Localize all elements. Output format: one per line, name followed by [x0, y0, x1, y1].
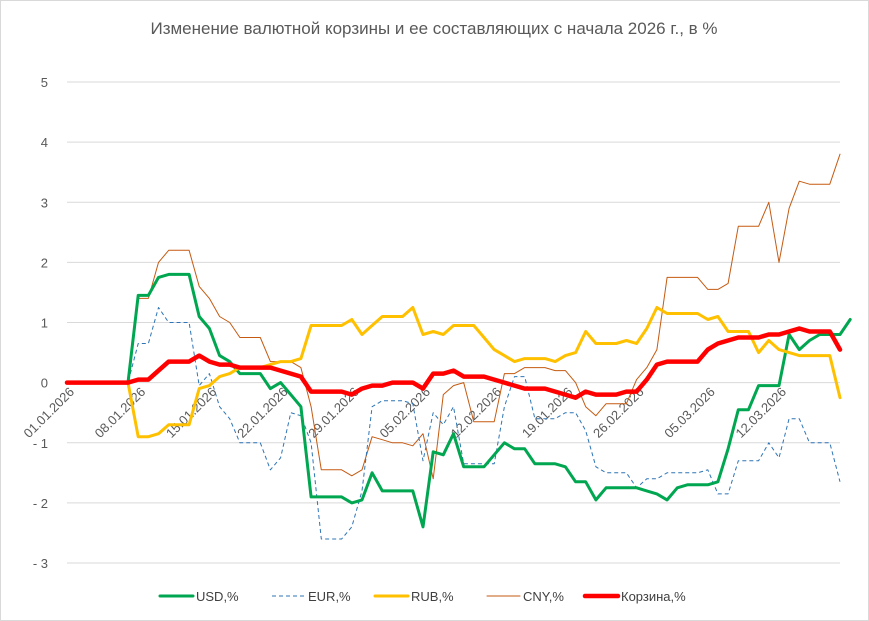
- x-tick-label: 01.01.2026: [20, 384, 77, 441]
- x-tick-label: 08.01.2026: [92, 384, 149, 441]
- y-tick-label: - 2: [33, 496, 48, 511]
- y-tick-label: - 1: [33, 436, 48, 451]
- chart-title: Изменение валютной корзины и ее составля…: [150, 19, 717, 38]
- series-line-0: [66, 153, 841, 480]
- x-tick-label: 05.03.2026: [661, 384, 718, 441]
- series-line-3: [65, 306, 842, 439]
- series-line-2: [65, 272, 852, 529]
- y-axis-tick-labels: 5 4 3 2 1 0 - 1 - 2 - 3: [33, 75, 48, 571]
- x-axis-tick-labels: 01.01.2026 08.01.2026 15.01.2026 22.01.2026…: [20, 384, 789, 441]
- series-lines: [64, 153, 852, 540]
- legend-label: RUB,%: [411, 589, 454, 604]
- y-tick-label: 2: [41, 255, 48, 270]
- x-tick-label: 05.02.2026: [376, 384, 433, 441]
- x-tick-label: 22.01.2026: [234, 384, 291, 441]
- y-tick-label: 5: [41, 75, 48, 90]
- legend-label: Корзина,%: [621, 589, 686, 604]
- y-tick-label: 4: [41, 135, 48, 150]
- y-tick-label: - 3: [33, 556, 48, 571]
- legend-label: USD,%: [196, 589, 239, 604]
- y-tick-label: 3: [41, 195, 48, 210]
- legend-label: CNY,%: [523, 589, 564, 604]
- series-line-1: [67, 307, 841, 540]
- y-tick-label: 1: [41, 316, 48, 331]
- x-tick-label: 12.03.2026: [732, 384, 789, 441]
- x-tick-label: 19.01.2026: [519, 384, 576, 441]
- legend: USD,% EUR,% RUB,% CNY,% Корзина,%: [158, 589, 686, 604]
- legend-label: EUR,%: [308, 589, 351, 604]
- gridlines: [67, 81, 840, 564]
- series-line-4: [64, 326, 843, 400]
- y-tick-label: 0: [41, 376, 48, 391]
